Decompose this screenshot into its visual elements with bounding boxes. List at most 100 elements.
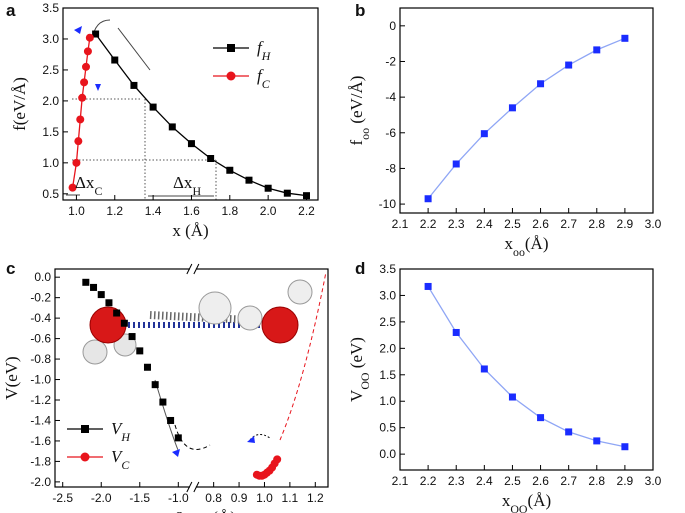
x-tick-label: 2.4 <box>476 474 493 488</box>
legend-marker <box>81 425 89 433</box>
label-subscript: C <box>94 184 102 198</box>
x-axis-label: xOO(Å) <box>502 491 551 513</box>
point <box>187 140 195 148</box>
point <box>82 278 90 286</box>
y-tick-label: 2.0 <box>379 341 396 355</box>
atom-o <box>89 306 127 344</box>
y-tick-label: 0.0 <box>379 447 396 461</box>
y-tick-label: -10 <box>379 197 397 211</box>
y-tick-label: 1.0 <box>379 394 396 408</box>
label-subscript: H <box>192 184 201 198</box>
x-tick-label: 1.2 <box>106 204 123 218</box>
x-tick-label: -2.0 <box>91 491 112 505</box>
point <box>565 61 573 69</box>
label-subscript: oo <box>513 245 525 259</box>
y-tick-label: -6 <box>385 126 396 140</box>
x-tick-label: 2.3 <box>448 217 465 231</box>
x-tick-label: 0.8 <box>205 491 222 505</box>
y-tick-label: 2.5 <box>379 315 396 329</box>
axis-break-mark <box>186 263 193 275</box>
x-tick-label: 3.0 <box>645 217 662 231</box>
point <box>120 319 128 327</box>
y-tick-label: 3.0 <box>379 288 396 302</box>
arrow-head <box>95 84 101 91</box>
point <box>424 195 432 203</box>
atom-h <box>82 339 108 365</box>
label-part: & x <box>170 508 201 513</box>
point <box>68 183 77 192</box>
x-tick-label: 1.8 <box>221 204 238 218</box>
y-tick-label: 3.0 <box>42 32 59 46</box>
label-subscript: C <box>121 458 130 472</box>
y-tick-label: -8 <box>385 161 396 175</box>
x-axis-label: xoo(Å) <box>505 234 549 259</box>
atom-o <box>261 306 299 344</box>
label-subscript: oo <box>358 128 372 140</box>
y-axis-label: f(eV/Å) <box>10 77 29 131</box>
x-tick-label: 1.1 <box>282 491 299 505</box>
arrow-head <box>172 449 180 457</box>
legend-label: VH <box>111 419 131 444</box>
y-tick-label: 3.5 <box>42 1 59 15</box>
label-subscript: OO <box>358 372 372 390</box>
y-axis-label: foo (eV/Å) <box>347 76 372 146</box>
legend-label: fC <box>257 66 271 91</box>
point <box>565 428 573 436</box>
x-tick-label: 2.5 <box>504 217 521 231</box>
x-tick-label: 1.4 <box>145 204 162 218</box>
point <box>168 123 176 131</box>
x-tick-label: -1.5 <box>129 491 150 505</box>
y-tick-label: -1.6 <box>30 434 51 448</box>
y-tick-label: 0.5 <box>379 421 396 435</box>
panel-label: b <box>355 1 365 20</box>
point <box>82 62 91 71</box>
label-part: x <box>505 234 514 253</box>
legend-label: fH <box>257 38 272 63</box>
x-tick-label: 2.7 <box>560 217 577 231</box>
label-part: -x <box>147 508 162 513</box>
x-tick-label: 2.1 <box>392 474 409 488</box>
point <box>593 437 601 445</box>
x-tick-label: 1.6 <box>183 204 200 218</box>
y-tick-label: -0.6 <box>30 332 51 346</box>
y-tick-label: -0.8 <box>30 352 51 366</box>
point <box>90 283 98 291</box>
y-tick-label: 2.0 <box>42 94 59 108</box>
point <box>128 333 136 341</box>
point <box>452 328 460 336</box>
point <box>80 78 89 87</box>
x-axis-label: -xH & xC (Å) <box>147 508 236 513</box>
y-tick-label: 2.5 <box>42 63 59 77</box>
label-part: (eV/Å) <box>347 76 366 128</box>
y-tick-label: 1.5 <box>42 125 59 139</box>
y-tick-label: -2 <box>385 54 396 68</box>
y-tick-label: 3.5 <box>379 262 396 276</box>
point <box>283 189 291 197</box>
label-part: V(eV) <box>2 356 21 399</box>
point <box>302 192 310 200</box>
x-tick-label: -2.5 <box>52 491 73 505</box>
plot-frame <box>62 7 319 201</box>
label-part: (eV) <box>347 337 366 372</box>
series-line <box>95 33 307 197</box>
point <box>151 381 159 389</box>
point <box>111 56 119 64</box>
point <box>74 137 83 146</box>
y-tick-label: -1.8 <box>30 454 51 468</box>
label-part: V <box>111 419 124 438</box>
arrow-head <box>74 26 82 34</box>
point <box>92 30 100 38</box>
label-part: f <box>257 38 264 57</box>
point <box>159 398 167 406</box>
y-axis-label: VOO (eV) <box>347 337 372 402</box>
x-tick-label: 2.5 <box>504 474 521 488</box>
y-tick-label: -1.4 <box>30 413 51 427</box>
x-tick-label: 3.0 <box>645 474 662 488</box>
point <box>480 130 488 138</box>
panel-label: d <box>355 259 365 278</box>
y-tick-label: -0.4 <box>30 311 51 325</box>
axis-break-mark <box>193 263 200 275</box>
x-tick-label: 2.8 <box>588 217 605 231</box>
point <box>105 299 113 307</box>
